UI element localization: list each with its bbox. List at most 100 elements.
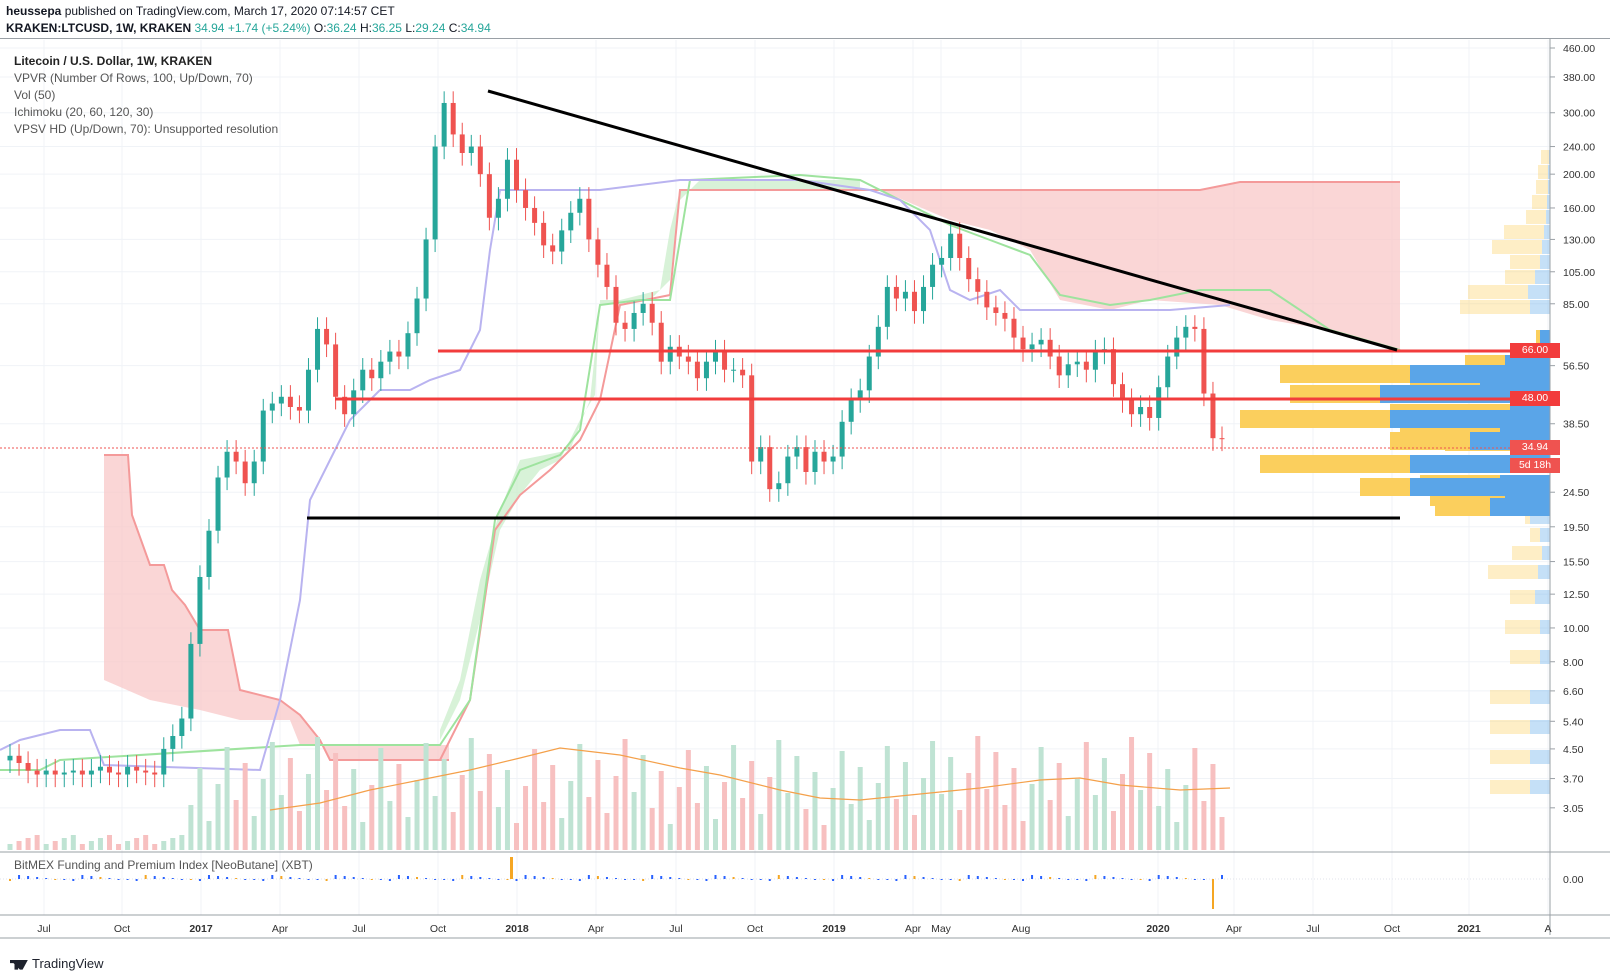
funding-bar	[687, 879, 690, 880]
candle-body	[378, 361, 384, 379]
legend-vol[interactable]: Vol (50)	[14, 88, 56, 102]
candle-body	[812, 451, 818, 472]
funding-bar	[813, 879, 816, 880]
funding-bar	[1085, 879, 1088, 881]
volume-bar	[315, 737, 321, 850]
vp-down-bar	[1435, 498, 1490, 516]
candle-body	[722, 351, 728, 370]
funding-bar	[443, 879, 446, 880]
funding-bar	[45, 878, 48, 879]
price-label-3: 240.00	[1563, 142, 1595, 154]
candle-body	[1002, 312, 1008, 319]
volume-bar	[242, 763, 248, 850]
candle-body	[514, 159, 520, 191]
volume-bar	[667, 824, 673, 850]
price-label-10: 38.50	[1563, 419, 1589, 431]
funding-bar	[63, 879, 66, 880]
volume-bar	[116, 844, 122, 850]
volume-bar	[369, 785, 375, 850]
volume-bar	[170, 838, 176, 850]
time-label-15: Apr	[1226, 923, 1243, 935]
volume-bar	[1038, 747, 1044, 850]
price-label-5: 160.00	[1563, 203, 1595, 215]
funding-bar	[144, 875, 147, 879]
vp-up-bar	[1546, 210, 1550, 224]
published-text: published on TradingView.com, March 17, …	[64, 4, 395, 18]
funding-bar	[624, 879, 627, 880]
funding-bar	[126, 879, 129, 880]
volume-bar	[215, 784, 221, 850]
vp-up-bar	[1544, 225, 1550, 239]
volume-bar	[703, 766, 709, 850]
author-name[interactable]: heussepa	[6, 4, 62, 18]
funding-bar	[1012, 879, 1015, 880]
funding-bar	[1003, 879, 1006, 880]
candle-body	[939, 257, 945, 265]
funding-bar	[1040, 876, 1043, 879]
volume-bar	[1174, 822, 1180, 850]
candle-body	[550, 245, 556, 252]
volume-bar	[722, 782, 728, 850]
vp-down-bar	[1505, 270, 1535, 284]
volume-bar	[61, 838, 67, 850]
legend-vpsv[interactable]: VPSV HD (Up/Down, 70): Unsupported resol…	[14, 122, 279, 136]
vp-up-bar	[1542, 546, 1550, 560]
volume-bar	[884, 746, 890, 850]
candle-body	[324, 328, 330, 345]
funding-bar	[985, 877, 988, 879]
volume-bar	[966, 773, 972, 850]
candle-body	[839, 421, 845, 457]
candle-body	[486, 174, 492, 218]
volume-bar	[712, 819, 718, 850]
funding-bar	[949, 879, 952, 880]
price-label-17: 6.60	[1563, 686, 1584, 698]
candle-body	[1129, 400, 1135, 415]
funding-bar	[596, 876, 599, 879]
time-label-13: Aug	[1012, 923, 1031, 935]
publisher-line: heussepa published on TradingView.com, M…	[6, 4, 395, 18]
low-value: 29.24	[415, 21, 446, 35]
footer-brand-label: TradingView	[32, 956, 104, 971]
volume-bar	[233, 800, 239, 850]
volume-bar	[785, 793, 791, 850]
chart-title[interactable]: Litecoin / U.S. Dollar, 1W, KRAKEN	[14, 54, 213, 68]
vp-down-bar	[1490, 780, 1530, 794]
candle-body	[984, 291, 990, 308]
funding-bar	[1175, 877, 1178, 879]
volume-bar	[957, 810, 963, 850]
time-label-16: Jul	[1306, 923, 1319, 935]
candle-body	[405, 333, 411, 357]
volume-ma-line	[269, 747, 1231, 811]
vp-up-bar	[1540, 620, 1550, 634]
price-label-14: 12.50	[1563, 589, 1589, 601]
vp-down-bar	[1510, 255, 1540, 269]
candle-body	[1120, 384, 1126, 401]
time-label-8: Jul	[669, 923, 682, 935]
volume-bar	[405, 817, 411, 850]
indicator-title[interactable]: BitMEX Funding and Premium Index [NeoBut…	[14, 858, 313, 872]
volume-bar	[749, 761, 755, 850]
funding-bar	[786, 876, 789, 879]
time-label-6: 2018	[505, 923, 529, 935]
legend-ichimoku[interactable]: Ichimoku (20, 60, 120, 30)	[14, 105, 154, 119]
funding-bar	[922, 877, 925, 879]
volume-bar	[875, 783, 881, 850]
volume-bar	[1029, 784, 1035, 850]
vp-up-bar	[1410, 365, 1550, 383]
volume-bar	[486, 754, 492, 850]
candle-body	[450, 102, 456, 135]
volume-bar	[88, 841, 94, 850]
footer-brand[interactable]: TradingView	[10, 956, 104, 971]
candle-body	[622, 322, 628, 329]
candle-body	[61, 772, 67, 775]
candle-body	[125, 766, 131, 775]
volume-bar	[514, 823, 520, 850]
volume-bar	[821, 825, 827, 850]
funding-bar	[289, 877, 292, 879]
legend-vpvr[interactable]: VPVR (Number Of Rows, 100, Up/Down, 70)	[14, 71, 253, 85]
vp-down-bar	[1360, 478, 1410, 496]
candle-body	[667, 346, 673, 362]
funding-bar	[768, 879, 771, 881]
candle-body	[884, 286, 890, 327]
